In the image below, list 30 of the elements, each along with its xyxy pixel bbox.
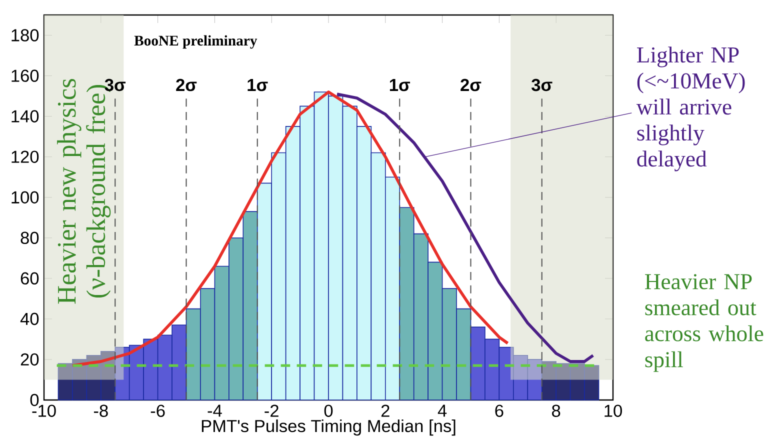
x-tick-label: 2 — [381, 404, 390, 417]
y-tick-label: 180 — [12, 29, 39, 42]
y-tick-label: 160 — [12, 70, 39, 82]
y-tick-label: 40 — [20, 312, 39, 326]
x-tick-label: -10 — [32, 404, 56, 417]
y-tick-label: 140 — [12, 110, 39, 122]
x-tick-label: 6 — [495, 404, 504, 417]
y-tick-label: 120 — [12, 150, 39, 163]
y-tick-label: 0 — [30, 394, 39, 406]
ref-line-label: 2σ — [460, 78, 482, 92]
x-tick-label: 0 — [324, 404, 333, 417]
x-tick-label: 10 — [604, 404, 622, 417]
annotation: BooNE preliminary — [134, 35, 258, 49]
ref-line-label: 3σ — [532, 78, 552, 92]
ref-line-label: 2σ — [176, 78, 197, 92]
x-tick-label: 4 — [438, 404, 447, 417]
ref-line-label: 1σ — [390, 79, 410, 92]
x-axis-title: PMT's Pulses Timing Median [ns] — [202, 419, 456, 436]
y-tick-label: 20 — [20, 353, 39, 366]
text: Heavier NP smeared out across whole spill — [645, 274, 764, 372]
x-tick-label: -6 — [150, 404, 165, 417]
ref-line-label: 1σ — [248, 79, 268, 92]
y-tick-label: 80 — [20, 232, 39, 244]
y-tick-label: 60 — [20, 272, 39, 285]
x-tick-label: -4 — [208, 404, 222, 417]
x-tick-label: -2 — [264, 404, 278, 417]
annotation: Lighter NP (<~10MeV) will arrive slightly delayed — [636, 46, 745, 172]
x-tick-label: 8 — [552, 404, 560, 417]
y-tick-label: 100 — [12, 191, 39, 204]
x-tick-label: -8 — [94, 404, 108, 417]
